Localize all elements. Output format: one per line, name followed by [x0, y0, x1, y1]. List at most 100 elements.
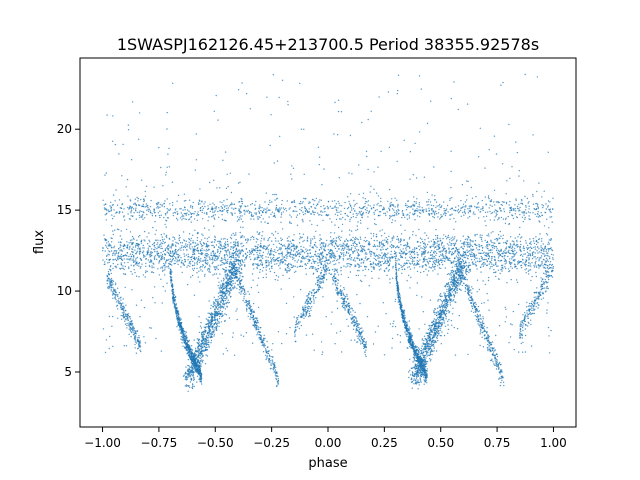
data-point — [182, 217, 184, 220]
data-point — [500, 269, 502, 271]
data-point — [305, 264, 307, 266]
data-point — [394, 214, 396, 216]
data-point — [126, 247, 129, 249]
data-point — [120, 241, 122, 244]
data-point — [355, 229, 357, 232]
data-point — [305, 250, 307, 252]
data-point — [486, 234, 488, 237]
data-point — [474, 263, 476, 266]
data-point — [253, 218, 255, 220]
data-point — [514, 204, 516, 206]
data-point — [511, 240, 514, 242]
data-point — [395, 264, 397, 266]
data-point — [547, 243, 549, 245]
data-point — [120, 230, 122, 232]
data-point — [269, 253, 271, 255]
data-point — [176, 259, 178, 261]
data-point — [468, 210, 470, 212]
data-point — [501, 204, 504, 206]
data-point — [514, 258, 516, 261]
data-point — [491, 212, 494, 214]
data-point — [343, 207, 346, 210]
data-point — [239, 215, 241, 217]
data-point — [350, 230, 353, 232]
data-point — [336, 244, 338, 247]
data-point — [107, 241, 110, 243]
data-point — [128, 242, 130, 244]
data-point — [432, 245, 435, 247]
data-point — [409, 335, 411, 338]
data-point — [251, 273, 254, 275]
data-point — [330, 273, 333, 275]
data-point — [251, 202, 253, 205]
data-point — [344, 218, 346, 221]
data-point — [177, 263, 179, 266]
data-point — [469, 245, 471, 247]
data-point — [195, 257, 198, 259]
data-point — [401, 272, 403, 274]
data-point — [504, 267, 507, 270]
data-point — [143, 256, 145, 258]
data-point — [432, 215, 434, 218]
data-point — [497, 219, 499, 221]
data-point — [535, 236, 537, 238]
data-point — [370, 255, 372, 257]
data-point — [167, 265, 170, 267]
data-point — [271, 267, 273, 269]
data-point — [535, 266, 538, 268]
data-point — [187, 253, 189, 255]
data-point — [519, 249, 521, 251]
data-point — [166, 211, 169, 213]
data-point — [332, 255, 334, 257]
data-point — [239, 212, 241, 214]
data-point — [531, 257, 534, 260]
data-point — [485, 258, 487, 261]
data-point — [498, 255, 500, 257]
data-point — [290, 222, 292, 224]
data-point — [148, 208, 151, 210]
data-point — [135, 218, 138, 220]
data-point — [488, 276, 490, 279]
data-point — [467, 255, 470, 257]
data-point — [440, 214, 442, 216]
data-point — [359, 213, 361, 215]
data-point — [349, 211, 351, 213]
data-point — [547, 205, 549, 207]
data-point — [206, 255, 208, 257]
data-point — [253, 253, 255, 256]
data-point — [432, 205, 435, 207]
data-point — [233, 246, 235, 248]
data-point — [299, 203, 302, 205]
data-point — [148, 232, 150, 234]
data-point — [372, 263, 375, 265]
data-point — [530, 241, 532, 243]
data-point — [410, 276, 412, 279]
data-point — [425, 265, 427, 267]
data-point — [250, 236, 252, 239]
data-point — [518, 203, 520, 205]
data-point — [509, 243, 511, 245]
data-point — [453, 209, 455, 211]
data-point — [347, 246, 350, 248]
data-point — [434, 257, 436, 259]
data-point — [225, 251, 227, 253]
data-point — [342, 249, 345, 252]
data-point — [470, 240, 472, 242]
data-point — [535, 265, 537, 267]
data-point — [172, 258, 174, 261]
data-point — [142, 250, 145, 252]
data-point — [157, 202, 159, 204]
data-point — [257, 256, 260, 258]
data-point — [154, 255, 157, 257]
data-point — [323, 208, 325, 210]
data-point — [550, 253, 553, 256]
data-point — [143, 230, 146, 233]
data-point — [332, 260, 334, 262]
data-point — [147, 210, 150, 212]
data-point — [463, 242, 465, 244]
data-point — [328, 252, 330, 255]
data-point — [158, 214, 161, 217]
data-point — [490, 239, 492, 241]
data-point — [358, 242, 361, 245]
data-point — [419, 209, 422, 211]
